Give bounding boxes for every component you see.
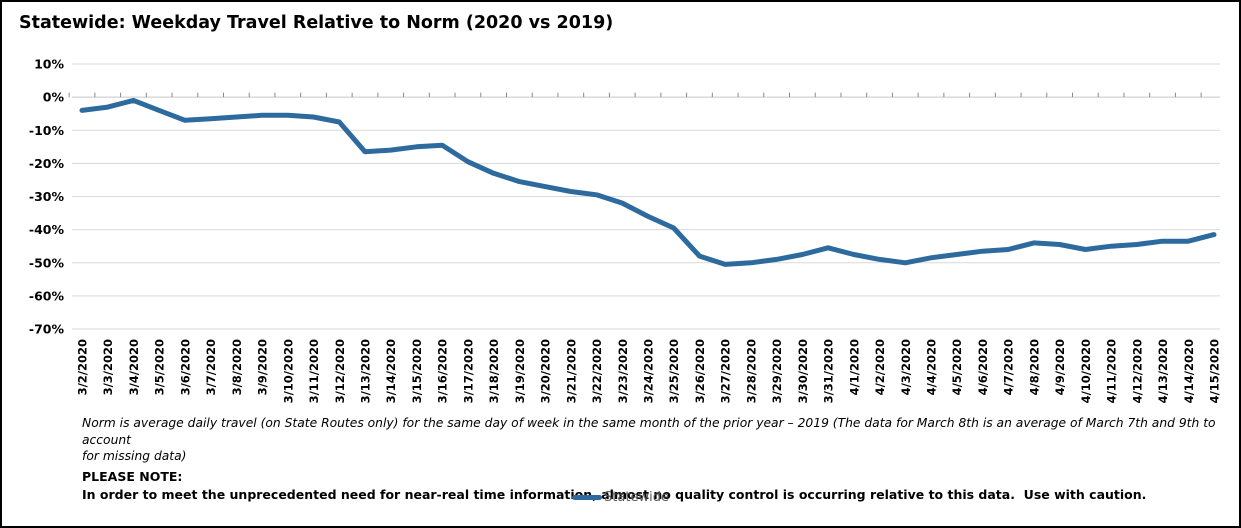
svg-text:4/1/2020: 4/1/2020 xyxy=(847,339,861,395)
svg-text:3/27/2020: 3/27/2020 xyxy=(719,339,733,403)
svg-text:3/28/2020: 3/28/2020 xyxy=(744,339,758,403)
svg-text:3/17/2020: 3/17/2020 xyxy=(461,339,475,403)
travel-chart-svg: 10% 0% -10% -20% -30% -40% -50% -60% -70% 3/2/20… xyxy=(29,57,1222,404)
svg-text:3/21/2020: 3/21/2020 xyxy=(564,339,578,403)
please-note-label: PLEASE NOTE: xyxy=(82,468,183,484)
svg-text:-20%: -20% xyxy=(29,156,65,171)
svg-text:3/4/2020: 3/4/2020 xyxy=(127,339,141,395)
svg-text:4/10/2020: 4/10/2020 xyxy=(1079,339,1093,403)
svg-text:3/20/2020: 3/20/2020 xyxy=(539,339,553,403)
svg-text:4/2/2020: 4/2/2020 xyxy=(873,339,887,395)
norm-footnote-line1: Norm is average daily travel (on State R… xyxy=(82,416,1216,447)
gridlines xyxy=(72,63,1220,330)
svg-text:3/5/2020: 3/5/2020 xyxy=(153,339,167,395)
svg-text:3/13/2020: 3/13/2020 xyxy=(359,339,373,403)
svg-text:4/15/2020: 4/15/2020 xyxy=(1208,339,1222,403)
svg-text:3/11/2020: 3/11/2020 xyxy=(307,339,321,403)
svg-text:3/9/2020: 3/9/2020 xyxy=(256,339,270,395)
svg-text:3/29/2020: 3/29/2020 xyxy=(770,339,784,403)
svg-text:-30%: -30% xyxy=(29,189,65,204)
chart-legend: Statewide xyxy=(2,490,1239,505)
svg-text:3/7/2020: 3/7/2020 xyxy=(204,339,218,395)
y-axis-labels: 10% 0% -10% -20% -30% -40% -50% -60% -70% xyxy=(29,57,65,337)
svg-text:3/19/2020: 3/19/2020 xyxy=(513,339,527,403)
svg-text:4/5/2020: 4/5/2020 xyxy=(950,339,964,395)
svg-text:-50%: -50% xyxy=(29,255,65,270)
svg-text:3/18/2020: 3/18/2020 xyxy=(487,339,501,403)
svg-text:3/6/2020: 3/6/2020 xyxy=(178,339,192,395)
norm-footnote-line2: for missing data) xyxy=(82,449,187,463)
svg-text:4/7/2020: 4/7/2020 xyxy=(1002,339,1016,395)
svg-text:4/12/2020: 4/12/2020 xyxy=(1130,339,1144,403)
svg-text:4/13/2020: 4/13/2020 xyxy=(1156,339,1170,403)
svg-text:10%: 10% xyxy=(34,57,64,72)
footnotes: Norm is average daily travel (on State R… xyxy=(82,415,1217,503)
svg-text:-70%: -70% xyxy=(29,322,65,337)
svg-text:3/14/2020: 3/14/2020 xyxy=(384,339,398,403)
x-axis-labels: 3/2/2020 3/3/2020 3/4/2020 3/5/2020 3/6/2020… xyxy=(76,339,1222,403)
svg-text:-10%: -10% xyxy=(29,123,65,138)
svg-text:3/16/2020: 3/16/2020 xyxy=(436,339,450,403)
svg-text:3/25/2020: 3/25/2020 xyxy=(667,339,681,403)
svg-text:3/22/2020: 3/22/2020 xyxy=(590,339,604,403)
svg-text:3/10/2020: 3/10/2020 xyxy=(281,339,295,403)
svg-text:-40%: -40% xyxy=(29,222,65,237)
svg-text:4/14/2020: 4/14/2020 xyxy=(1182,339,1196,403)
caution-note: In order to meet the unprecedented need … xyxy=(82,486,1147,502)
svg-text:3/8/2020: 3/8/2020 xyxy=(230,339,244,395)
svg-text:4/8/2020: 4/8/2020 xyxy=(1027,339,1041,395)
svg-text:-60%: -60% xyxy=(29,288,65,303)
svg-text:3/12/2020: 3/12/2020 xyxy=(333,339,347,403)
svg-text:3/15/2020: 3/15/2020 xyxy=(410,339,424,403)
svg-text:3/23/2020: 3/23/2020 xyxy=(616,339,630,403)
svg-text:4/3/2020: 4/3/2020 xyxy=(899,339,913,395)
svg-text:3/3/2020: 3/3/2020 xyxy=(101,339,115,395)
statewide-series-line xyxy=(79,97,1217,267)
svg-text:3/30/2020: 3/30/2020 xyxy=(796,339,810,403)
svg-text:4/4/2020: 4/4/2020 xyxy=(925,339,939,395)
chart-title: Statewide: Weekday Travel Relative to No… xyxy=(19,13,614,33)
statewide-legend-swatch-icon xyxy=(572,495,603,500)
svg-text:4/6/2020: 4/6/2020 xyxy=(976,339,990,395)
svg-text:4/9/2020: 4/9/2020 xyxy=(1053,339,1067,395)
svg-text:3/26/2020: 3/26/2020 xyxy=(693,339,707,403)
svg-text:0%: 0% xyxy=(43,90,65,105)
svg-text:3/24/2020: 3/24/2020 xyxy=(642,339,656,403)
svg-text:3/31/2020: 3/31/2020 xyxy=(822,339,836,403)
statewide-legend-label: Statewide xyxy=(604,490,669,505)
x-axis-ticks xyxy=(68,92,1202,98)
svg-text:4/11/2020: 4/11/2020 xyxy=(1105,339,1119,403)
svg-text:3/2/2020: 3/2/2020 xyxy=(76,339,90,395)
